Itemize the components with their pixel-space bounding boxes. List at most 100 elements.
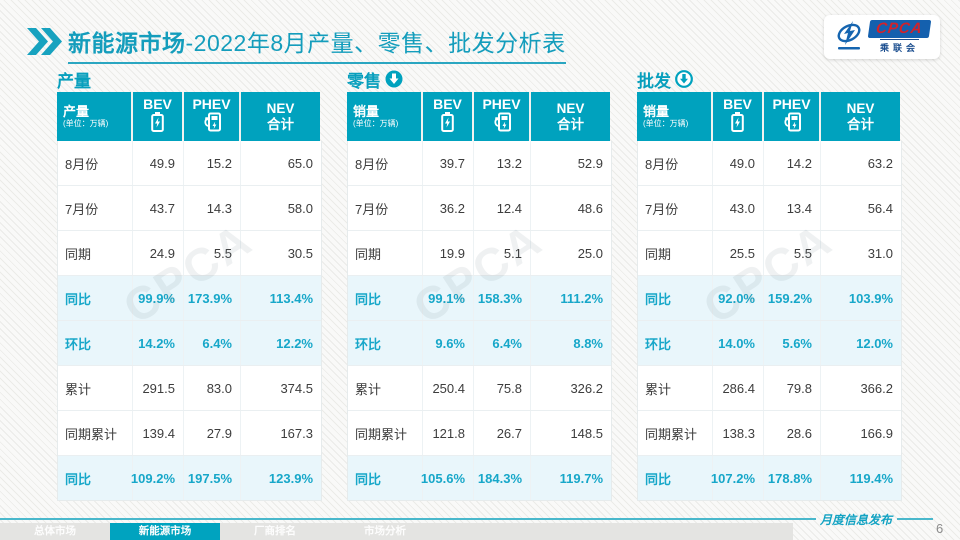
value-cell: 14.2% bbox=[133, 321, 184, 365]
value-cell: 39.7 bbox=[423, 141, 474, 185]
table-row: 同期 24.9 5.5 30.5 bbox=[58, 230, 321, 275]
value-cell: 5.6% bbox=[764, 321, 821, 365]
value-cell: 139.4 bbox=[133, 411, 184, 455]
value-cell: 5.5 bbox=[184, 231, 241, 275]
row-label: 累计 bbox=[58, 366, 133, 410]
value-cell: 12.4 bbox=[474, 186, 531, 230]
table-row: 8月份 49.9 15.2 65.0 bbox=[58, 141, 321, 185]
corner-unit: (单位：万辆) bbox=[643, 119, 689, 128]
production-table-header: 产量 (单位：万辆) BEV PHEV NEV 合计 bbox=[57, 92, 322, 141]
value-cell: 14.2 bbox=[764, 141, 821, 185]
value-cell: 49.9 bbox=[133, 141, 184, 185]
table-row: 环比 14.0% 5.6% 12.0% bbox=[638, 320, 901, 365]
value-cell: 28.6 bbox=[764, 411, 821, 455]
table-row: 累计 291.5 83.0 374.5 bbox=[58, 365, 321, 410]
value-cell: 14.0% bbox=[713, 321, 764, 365]
value-cell: 148.5 bbox=[570, 425, 603, 441]
value-cell: 43.0 bbox=[713, 186, 764, 230]
table-row: 累计 250.4 75.8 326.2 bbox=[348, 365, 611, 410]
tab-oem-ranking[interactable]: 厂商排名 bbox=[254, 525, 296, 537]
table-row: 同比 109.2% 197.5% 123.9% bbox=[58, 455, 321, 500]
row-label: 同期 bbox=[58, 231, 133, 275]
phev-column-header: PHEV bbox=[764, 92, 821, 141]
nev-label-line1: NEV bbox=[556, 100, 585, 116]
value-cell: 9.6% bbox=[423, 321, 474, 365]
value-cell: 25.0 bbox=[577, 245, 603, 261]
tab-overall-market[interactable]: 总体市场 bbox=[34, 525, 76, 537]
corner-label: 产量 bbox=[63, 104, 90, 119]
cpca-brand-sub: 乘联会 bbox=[879, 39, 919, 54]
value-cell: 58.0 bbox=[287, 200, 313, 216]
nev-total-column-header: NEV 合计 bbox=[241, 92, 320, 141]
value-cell: 250.4 bbox=[423, 366, 474, 410]
value-cell: 123.9% bbox=[268, 470, 313, 486]
value-cell: 113.4% bbox=[269, 290, 313, 306]
value-cell: 5.1 bbox=[474, 231, 531, 275]
table-row: 环比 14.2% 6.4% 12.2% bbox=[58, 320, 321, 365]
page-title-rest: -2022年8月产量、零售、批发分析表 bbox=[185, 30, 566, 56]
nev-total-column-header: NEV 合计 bbox=[821, 92, 900, 141]
table-row: 同比 92.0% 159.2% 103.9% bbox=[638, 275, 901, 320]
value-cell: 105.6% bbox=[421, 456, 474, 500]
row-label: 同期累计 bbox=[638, 411, 713, 455]
tab-nev-market[interactable]: 新能源市场 bbox=[110, 523, 220, 540]
row-label: 同比 bbox=[638, 276, 713, 320]
value-cell: 197.5% bbox=[184, 456, 241, 500]
value-cell: 26.7 bbox=[474, 411, 531, 455]
table-row: 7月份 43.7 14.3 58.0 bbox=[58, 185, 321, 230]
value-cell: 374.5 bbox=[280, 380, 313, 396]
value-cell: 83.0 bbox=[184, 366, 241, 410]
corner-header-cell: 产量 (单位：万辆) bbox=[57, 92, 133, 141]
bev-column-header: BEV bbox=[713, 92, 764, 141]
value-cell: 49.0 bbox=[713, 141, 764, 185]
bev-label: BEV bbox=[433, 96, 462, 112]
value-cell: 366.2 bbox=[860, 380, 893, 396]
phev-charger-header: PHEV bbox=[474, 92, 531, 141]
value-cell: 6.4% bbox=[474, 321, 531, 365]
value-cell: 56.4 bbox=[867, 200, 893, 216]
value-cell: 15.2 bbox=[184, 141, 241, 185]
nev-label-line2: 合计 bbox=[847, 116, 874, 132]
section-title-text: 产量 bbox=[57, 71, 91, 91]
cpca-emblem-icon bbox=[834, 18, 866, 57]
row-label: 同期 bbox=[638, 231, 713, 275]
value-cell: 158.3% bbox=[474, 276, 531, 320]
wholesale-table-body: 8月份 49.0 14.2 63.2 7月份 43.0 13.4 56.4 同期 25.5 5.5 3… bbox=[637, 141, 902, 501]
value-cell: 14.3 bbox=[184, 186, 241, 230]
row-label: 8月份 bbox=[348, 141, 423, 185]
corner-header-cell: 销量 (单位：万辆) bbox=[637, 92, 713, 141]
table-row: 同比 99.1% 158.3% 111.2% bbox=[348, 275, 611, 320]
value-cell: 173.9% bbox=[184, 276, 241, 320]
table-row: 同比 107.2% 178.8% 119.4% bbox=[638, 455, 901, 500]
value-cell: 13.4 bbox=[764, 186, 821, 230]
table-row: 同期累计 138.3 28.6 166.9 bbox=[638, 410, 901, 455]
value-cell: 48.6 bbox=[577, 200, 603, 216]
bottom-tab-bar: 总体市场 新能源市场 厂商排名 市场分析 bbox=[0, 523, 793, 540]
nev-label-line1: NEV bbox=[846, 100, 875, 116]
value-cell: 167.3 bbox=[280, 425, 313, 441]
phev-column-header: PHEV bbox=[184, 92, 241, 141]
value-cell: 107.2% bbox=[711, 456, 764, 500]
table-row: 累计 286.4 79.8 366.2 bbox=[638, 365, 901, 410]
bev-battery-icon bbox=[731, 112, 744, 137]
value-cell: 178.8% bbox=[764, 456, 821, 500]
value-cell: 184.3% bbox=[474, 456, 531, 500]
row-label: 8月份 bbox=[638, 141, 713, 185]
bev-battery-icon bbox=[151, 112, 164, 137]
row-label: 累计 bbox=[348, 366, 423, 410]
value-cell: 27.9 bbox=[184, 411, 241, 455]
value-cell: 103.9% bbox=[848, 290, 893, 306]
corner-unit: (单位：万辆) bbox=[353, 119, 399, 128]
double-chevron-icon bbox=[27, 28, 67, 55]
tab-market-analysis[interactable]: 市场分析 bbox=[364, 525, 406, 537]
row-label: 7月份 bbox=[58, 186, 133, 230]
value-cell: 75.8 bbox=[474, 366, 531, 410]
page-title-bold: 新能源市场 bbox=[68, 30, 186, 56]
value-cell: 12.2% bbox=[276, 335, 313, 351]
section-title-text: 批发 bbox=[637, 71, 671, 91]
retail-table-group: 零售 销量 (单位：万辆) BEV PHEV bbox=[347, 66, 612, 501]
value-cell: 13.2 bbox=[474, 141, 531, 185]
table-row: 8月份 49.0 14.2 63.2 bbox=[638, 141, 901, 185]
table-row: 同期 25.5 5.5 31.0 bbox=[638, 230, 901, 275]
